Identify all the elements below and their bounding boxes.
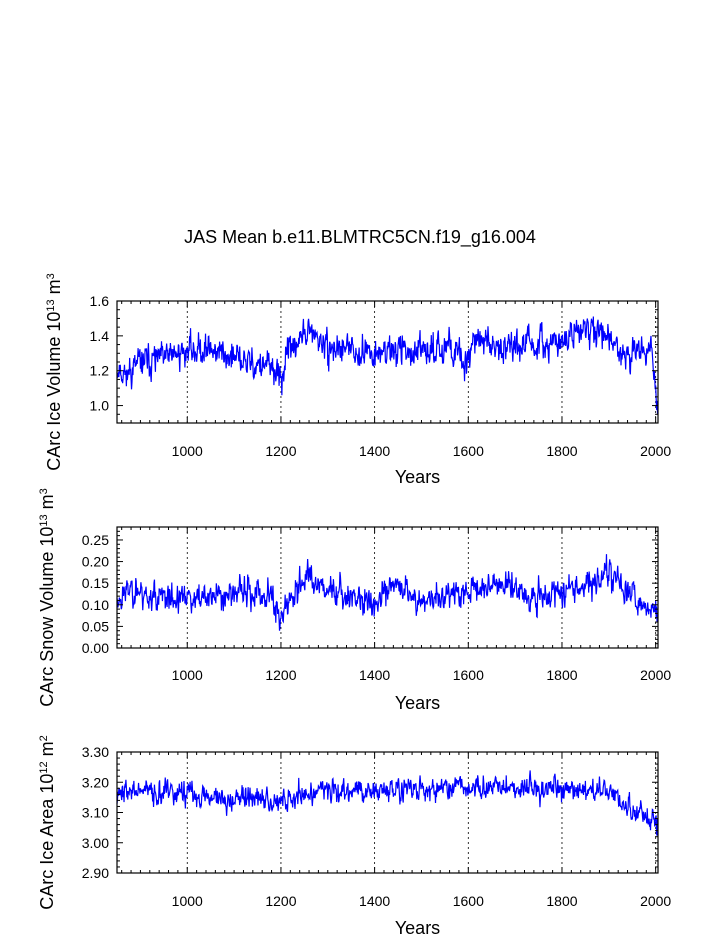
y-axis-label-part-1: 13	[38, 514, 50, 526]
xtick-label-1600: 1600	[453, 893, 484, 909]
y-axis-label-part-0: CArc Snow Volume 10	[37, 527, 57, 707]
y-axis-label-part-2: m	[37, 494, 57, 514]
ytick-label-2: 0.10	[82, 597, 109, 613]
ytick-label-1: 3.00	[82, 835, 109, 851]
xtick-label-1000: 1000	[172, 667, 203, 683]
x-axis-label-ice_volume: Years	[395, 467, 440, 487]
y-axis-label-part-3: 3	[38, 488, 50, 494]
y-axis-label-ice_volume: CArc Ice Volume 1013 m3	[44, 273, 64, 470]
panel-snow_volume: 1000 1200 1400 1600 1800 2000 0.00 0.05 0.10 0.15…	[37, 488, 671, 713]
ytick-label-0: 1.0	[90, 398, 110, 414]
xtick-label-1800: 1800	[546, 667, 577, 683]
y-axis-label-part-3: 3	[45, 273, 57, 279]
xtick-label-1800: 1800	[546, 893, 577, 909]
x-axis-label-ice_area: Years	[395, 918, 440, 935]
y-axis-label-snow_volume: CArc Snow Volume 1013 m3	[37, 488, 57, 706]
xtick-label-1800: 1800	[546, 443, 577, 459]
y-axis-label-part-2: m	[44, 279, 64, 299]
series-line-ice_area	[116, 770, 659, 836]
chart-title: JAS Mean b.e11.BLMTRC5CN.f19_g16.004	[184, 227, 536, 248]
series-line-ice_volume	[116, 316, 659, 415]
ytick-label-4: 0.20	[82, 554, 109, 570]
ytick-label-3: 0.15	[82, 575, 109, 591]
xtick-label-1400: 1400	[359, 893, 390, 909]
ytick-label-3: 3.20	[82, 774, 109, 790]
xtick-label-1000: 1000	[172, 893, 203, 909]
xtick-label-2000: 2000	[640, 893, 671, 909]
xtick-label-1200: 1200	[265, 667, 296, 683]
xtick-label-1600: 1600	[453, 443, 484, 459]
ytick-label-1: 1.2	[90, 363, 110, 379]
ytick-label-4: 3.30	[82, 744, 109, 760]
ytick-label-5: 0.25	[82, 532, 109, 548]
y-axis-label-ice_area: CArc Ice Area 1012 m2	[37, 735, 57, 909]
series-line-snow_volume	[116, 554, 659, 631]
plot-frame-ice_area	[116, 751, 659, 874]
y-axis-label-part-1: 13	[45, 299, 57, 311]
y-axis-label-part-0: CArc Ice Volume 10	[44, 312, 64, 471]
xtick-label-1200: 1200	[265, 893, 296, 909]
ytick-label-2: 3.10	[82, 805, 109, 821]
ytick-label-0: 2.90	[82, 865, 109, 881]
ytick-label-3: 1.6	[90, 293, 110, 309]
xtick-label-1200: 1200	[265, 443, 296, 459]
panel-ice_volume: 1000 1200 1400 1600 1800 2000 1.0 1.2 1.4 1.6 Year…	[44, 273, 671, 487]
y-axis-label-part-3: 2	[38, 735, 50, 741]
xtick-label-1600: 1600	[453, 667, 484, 683]
x-axis-label-snow_volume: Years	[395, 693, 440, 713]
xtick-label-2000: 2000	[640, 443, 671, 459]
panel-ice_area: 1000 1200 1400 1600 1800 2000 2.90 3.00 3.10 3.20…	[37, 735, 671, 935]
y-axis-label-part-2: m	[37, 741, 57, 761]
ytick-label-1: 0.05	[82, 618, 109, 634]
y-axis-label-part-1: 12	[38, 761, 50, 773]
plot-frame-ice_volume	[116, 300, 659, 424]
ytick-label-2: 1.4	[90, 328, 110, 344]
y-axis-label-part-0: CArc Ice Area 10	[37, 774, 57, 910]
ytick-label-0: 0.00	[82, 640, 109, 656]
xtick-label-2000: 2000	[640, 667, 671, 683]
xtick-label-1400: 1400	[359, 443, 390, 459]
xtick-label-1000: 1000	[172, 443, 203, 459]
xtick-label-1400: 1400	[359, 667, 390, 683]
